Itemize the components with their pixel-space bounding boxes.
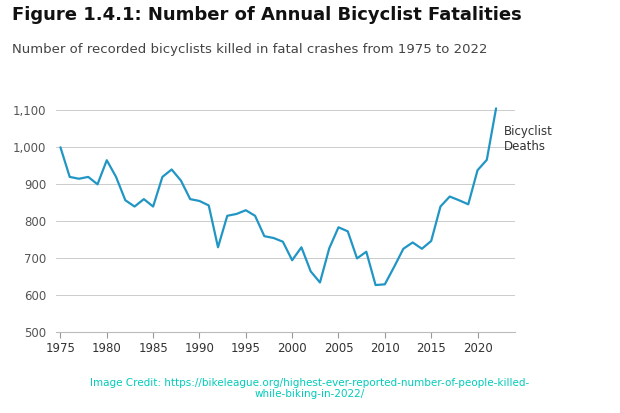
Text: Image Credit: https://bikeleague.org/highest-ever-reported-number-of-people-kill: Image Credit: https://bikeleague.org/hig… xyxy=(91,378,529,399)
Text: Bicyclist
Deaths: Bicyclist Deaths xyxy=(503,125,552,153)
Text: Number of recorded bicyclists killed in fatal crashes from 1975 to 2022: Number of recorded bicyclists killed in … xyxy=(12,43,488,56)
Text: Figure 1.4.1: Number of Annual Bicyclist Fatalities: Figure 1.4.1: Number of Annual Bicyclist… xyxy=(12,6,522,24)
